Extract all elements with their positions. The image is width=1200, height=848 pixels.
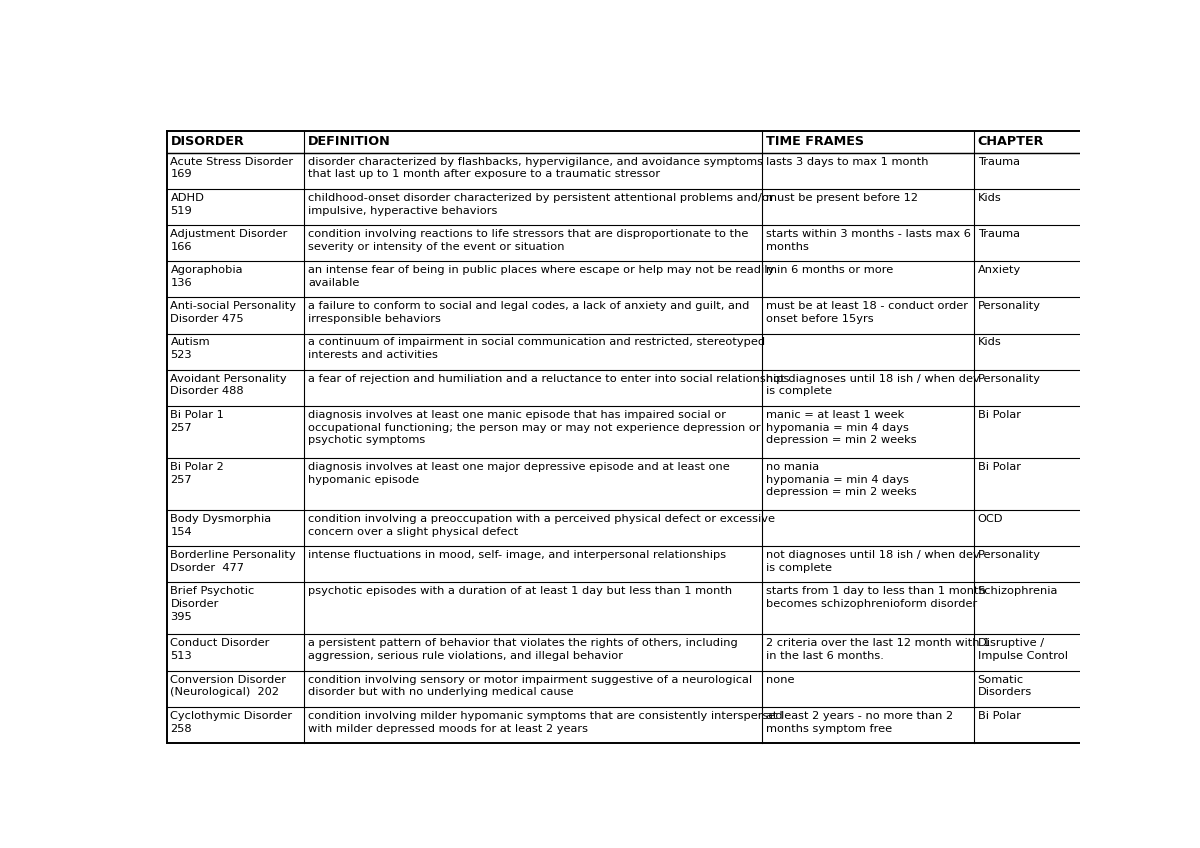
Text: an intense fear of being in public places where escape or help may not be readil: an intense fear of being in public place… (308, 265, 774, 288)
Text: a continuum of impairment in social communication and restricted, stereotyped
in: a continuum of impairment in social comm… (308, 338, 766, 360)
Text: Kids: Kids (978, 192, 1002, 203)
Text: intense fluctuations in mood, self- image, and interpersonal relationships: intense fluctuations in mood, self- imag… (308, 550, 726, 561)
Text: must be at least 18 - conduct order
onset before 15yrs: must be at least 18 - conduct order onse… (766, 301, 967, 324)
Text: Anti-social Personality
Disorder 475: Anti-social Personality Disorder 475 (170, 301, 296, 324)
Text: not diagnoses until 18 ish / when dev
is complete: not diagnoses until 18 ish / when dev is… (766, 374, 979, 396)
Text: not diagnoses until 18 ish / when dev
is complete: not diagnoses until 18 ish / when dev is… (766, 550, 979, 573)
Text: ADHD
519: ADHD 519 (170, 192, 204, 215)
Text: Schizophrenia: Schizophrenia (978, 586, 1058, 596)
Text: none: none (766, 674, 794, 684)
Text: Trauma: Trauma (978, 157, 1020, 167)
Text: 2 criteria over the last 12 month with 1
in the last 6 months.: 2 criteria over the last 12 month with 1… (766, 639, 990, 661)
Text: must be present before 12: must be present before 12 (766, 192, 918, 203)
Text: min 6 months or more: min 6 months or more (766, 265, 893, 275)
Text: condition involving a preoccupation with a perceived physical defect or excessiv: condition involving a preoccupation with… (308, 514, 775, 537)
Text: CHAPTER: CHAPTER (978, 136, 1044, 148)
Text: Kids: Kids (978, 338, 1002, 348)
Text: a failure to conform to social and legal codes, a lack of anxiety and guilt, and: a failure to conform to social and legal… (308, 301, 750, 324)
Text: Somatic
Disorders: Somatic Disorders (978, 674, 1032, 697)
Text: Borderline Personality
Dsorder  477: Borderline Personality Dsorder 477 (170, 550, 296, 573)
Text: a fear of rejection and humiliation and a reluctance to enter into social relati: a fear of rejection and humiliation and … (308, 374, 790, 383)
Text: at least 2 years - no more than 2
months symptom free: at least 2 years - no more than 2 months… (766, 711, 953, 734)
Text: Body Dysmorphia
154: Body Dysmorphia 154 (170, 514, 271, 537)
Text: starts from 1 day to less than 1 month
becomes schizophrenioform disorder: starts from 1 day to less than 1 month b… (766, 586, 985, 609)
Text: Adjustment Disorder
166: Adjustment Disorder 166 (170, 229, 288, 252)
Text: Bi Polar: Bi Polar (978, 410, 1021, 420)
Text: DISORDER: DISORDER (170, 136, 245, 148)
Text: diagnosis involves at least one major depressive episode and at least one
hypoma: diagnosis involves at least one major de… (308, 462, 730, 485)
Text: disorder characterized by flashbacks, hypervigilance, and avoidance symptoms
tha: disorder characterized by flashbacks, hy… (308, 157, 763, 180)
Text: Acute Stress Disorder
169: Acute Stress Disorder 169 (170, 157, 294, 180)
Text: Bi Polar 2
257: Bi Polar 2 257 (170, 462, 224, 485)
Text: diagnosis involves at least one manic episode that has impaired social or
occupa: diagnosis involves at least one manic ep… (308, 410, 761, 445)
Text: condition involving reactions to life stressors that are disproportionate to the: condition involving reactions to life st… (308, 229, 749, 252)
Text: Cyclothymic Disorder
258: Cyclothymic Disorder 258 (170, 711, 293, 734)
Text: Trauma: Trauma (978, 229, 1020, 239)
Text: starts within 3 months - lasts max 6
months: starts within 3 months - lasts max 6 mon… (766, 229, 971, 252)
Text: Conversion Disorder
(Neurological)  202: Conversion Disorder (Neurological) 202 (170, 674, 287, 697)
Text: Conduct Disorder
513: Conduct Disorder 513 (170, 639, 270, 661)
Text: Avoidant Personality
Disorder 488: Avoidant Personality Disorder 488 (170, 374, 287, 396)
Text: Bi Polar: Bi Polar (978, 462, 1021, 471)
Text: Brief Psychotic
Disorder
395: Brief Psychotic Disorder 395 (170, 586, 254, 622)
Text: Personality: Personality (978, 374, 1040, 383)
Text: childhood-onset disorder characterized by persistent attentional problems and/or: childhood-onset disorder characterized b… (308, 192, 774, 215)
Text: TIME FRAMES: TIME FRAMES (766, 136, 864, 148)
Text: Personality: Personality (978, 301, 1040, 311)
Text: lasts 3 days to max 1 month: lasts 3 days to max 1 month (766, 157, 928, 167)
Text: Bi Polar 1
257: Bi Polar 1 257 (170, 410, 224, 432)
Text: Agoraphobia
136: Agoraphobia 136 (170, 265, 242, 288)
Text: Anxiety: Anxiety (978, 265, 1021, 275)
Text: psychotic episodes with a duration of at least 1 day but less than 1 month: psychotic episodes with a duration of at… (308, 586, 732, 596)
Text: condition involving sensory or motor impairment suggestive of a neurological
dis: condition involving sensory or motor imp… (308, 674, 752, 697)
Text: Disruptive /
Impulse Control: Disruptive / Impulse Control (978, 639, 1068, 661)
Text: DEFINITION: DEFINITION (308, 136, 391, 148)
Text: manic = at least 1 week
hypomania = min 4 days
depression = min 2 weeks: manic = at least 1 week hypomania = min … (766, 410, 917, 445)
Text: a persistent pattern of behavior that violates the rights of others, including
a: a persistent pattern of behavior that vi… (308, 639, 738, 661)
Text: Autism
523: Autism 523 (170, 338, 210, 360)
Text: condition involving milder hypomanic symptoms that are consistently interspersed: condition involving milder hypomanic sym… (308, 711, 782, 734)
Text: no mania
hypomania = min 4 days
depression = min 2 weeks: no mania hypomania = min 4 days depressi… (766, 462, 917, 498)
Text: Bi Polar: Bi Polar (978, 711, 1021, 721)
Text: Personality: Personality (978, 550, 1040, 561)
Text: OCD: OCD (978, 514, 1003, 524)
